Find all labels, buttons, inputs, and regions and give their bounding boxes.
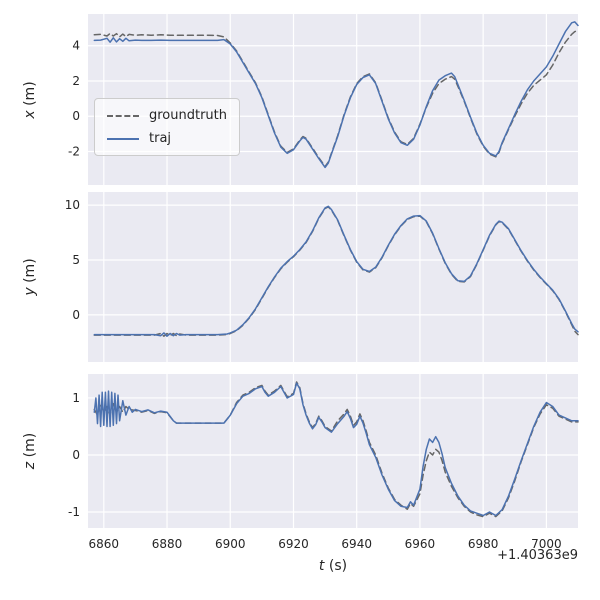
legend-label-groundtruth: groundtruth [149, 108, 228, 123]
legend-item-traj: traj [107, 131, 227, 146]
y-axis-label-z: z (m) [22, 433, 38, 469]
svg-text:0: 0 [72, 448, 80, 462]
y-axis-label-x-var: x [22, 110, 38, 119]
legend: groundtruth traj [94, 98, 241, 156]
y-axis-label-z-unit: (m) [22, 432, 38, 462]
x-axis-label: t (s) [319, 558, 347, 574]
groundtruth-line-swatch [107, 114, 139, 117]
svg-text:4: 4 [72, 39, 80, 53]
y-axis-label-y: y (m) [22, 258, 38, 295]
svg-text:-1: -1 [68, 505, 80, 519]
svg-text:0: 0 [72, 308, 80, 322]
svg-text:6860: 6860 [89, 537, 120, 551]
svg-text:2: 2 [72, 74, 80, 88]
y-axis-label-x: x (m) [22, 81, 38, 118]
svg-text:6980: 6980 [468, 537, 499, 551]
y-axis-label-y-var: y [22, 287, 38, 296]
svg-text:1: 1 [72, 391, 80, 405]
svg-text:7000: 7000 [531, 537, 562, 551]
svg-text:-2: -2 [68, 145, 80, 159]
svg-text:6880: 6880 [152, 537, 183, 551]
svg-text:6920: 6920 [278, 537, 309, 551]
legend-label-traj: traj [149, 131, 172, 146]
x-axis-label-var: t [318, 558, 325, 574]
svg-text:0: 0 [72, 109, 80, 123]
svg-text:6960: 6960 [405, 537, 436, 551]
x-axis-label-unit: (s) [324, 558, 348, 574]
y-axis-label-y-unit: (m) [22, 258, 38, 288]
y-axis-label-z-var: z [22, 461, 38, 470]
y-axis-label-x-unit: (m) [22, 81, 38, 111]
traj-line-swatch [107, 137, 139, 140]
svg-text:10: 10 [65, 198, 80, 212]
svg-text:6900: 6900 [215, 537, 246, 551]
svg-text:6940: 6940 [341, 537, 372, 551]
legend-item-groundtruth: groundtruth [107, 108, 227, 123]
svg-text:5: 5 [72, 253, 80, 267]
x-axis-offset-text: +1.40363e9 [497, 548, 578, 563]
